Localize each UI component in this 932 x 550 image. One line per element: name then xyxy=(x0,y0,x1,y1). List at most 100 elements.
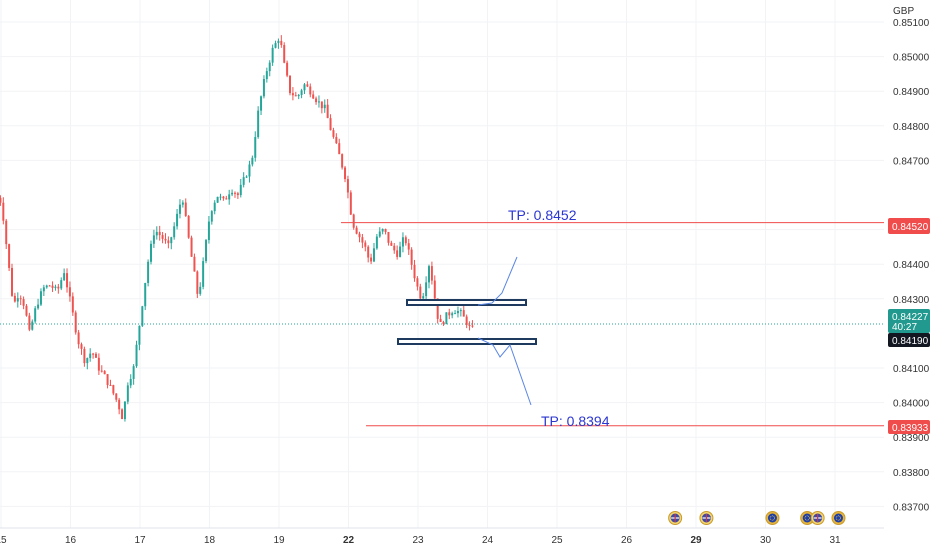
candle xyxy=(404,235,407,246)
candle xyxy=(68,281,71,302)
candle-body xyxy=(19,298,22,300)
candle-body xyxy=(60,280,63,289)
candle-body xyxy=(407,243,410,250)
level-badge: 0.84190 xyxy=(888,333,930,347)
candle-body xyxy=(213,202,216,212)
candle-body xyxy=(454,313,457,315)
candle xyxy=(16,292,19,308)
candle xyxy=(268,60,271,77)
price-axis[interactable]: 0.85100 0.85000 0.84900 0.84800 0.84700 0.845… xyxy=(893,18,930,513)
candle-body xyxy=(135,344,138,367)
x-tick-label: 16 xyxy=(65,535,77,546)
candle xyxy=(216,196,219,204)
eu-flag-icon[interactable] xyxy=(831,511,846,525)
candle-body xyxy=(422,296,425,299)
candle-body xyxy=(459,310,462,312)
candle-body xyxy=(233,192,236,194)
bearish-projection-line[interactable] xyxy=(477,337,532,406)
candle-body xyxy=(77,332,80,345)
candle xyxy=(346,175,349,199)
candle xyxy=(468,321,471,331)
candle xyxy=(462,305,465,317)
candle xyxy=(387,231,390,246)
candle-body xyxy=(138,325,141,345)
uk-flag-icon[interactable] xyxy=(668,511,683,525)
candle xyxy=(2,197,5,225)
candle xyxy=(236,191,239,199)
candle xyxy=(74,310,77,335)
candle-body xyxy=(416,278,419,287)
candle xyxy=(48,284,51,287)
candle xyxy=(372,242,375,263)
candle-body xyxy=(0,197,2,203)
candle-body xyxy=(396,250,399,257)
pattern-drawing[interactable] xyxy=(397,256,537,406)
candle xyxy=(202,257,205,290)
candle-body xyxy=(236,193,239,196)
candle xyxy=(109,379,112,387)
eu-flag-icon[interactable] xyxy=(765,511,780,525)
bullish-projection-line[interactable] xyxy=(477,256,518,306)
candle xyxy=(19,295,22,306)
candle-body xyxy=(68,287,71,297)
candle-body xyxy=(306,84,309,87)
candle xyxy=(251,155,254,167)
support-box[interactable] xyxy=(397,338,537,345)
time-axis[interactable]: 15 16 17 18 19 22 23 24 25 26 29 30 31 xyxy=(0,535,841,546)
candle xyxy=(158,225,161,241)
candle-body xyxy=(462,310,465,317)
candle-body xyxy=(280,40,283,46)
candle xyxy=(315,96,318,105)
candle xyxy=(338,138,341,155)
candle-body xyxy=(210,211,213,222)
candle-body xyxy=(97,357,100,371)
candle-body xyxy=(109,385,112,387)
candle xyxy=(13,292,16,303)
candle xyxy=(399,241,402,258)
eu-flag-icon[interactable] xyxy=(800,511,815,525)
candle xyxy=(277,38,280,49)
candle xyxy=(225,195,228,200)
candle-body xyxy=(219,196,222,198)
candle-body xyxy=(358,233,361,238)
candle xyxy=(42,284,45,296)
candle-body xyxy=(71,296,74,313)
candle-body xyxy=(222,196,225,199)
candles xyxy=(0,35,474,422)
candle xyxy=(370,253,373,265)
candle-body xyxy=(317,101,320,103)
candle xyxy=(465,314,468,329)
economic-events[interactable] xyxy=(668,511,846,525)
candle xyxy=(187,214,190,239)
candle-body xyxy=(170,237,173,244)
candle xyxy=(303,82,306,95)
candle xyxy=(167,236,170,249)
candle-body xyxy=(118,399,121,410)
uk-flag-icon[interactable] xyxy=(699,511,714,525)
candle xyxy=(144,282,147,311)
candle xyxy=(306,81,309,88)
candle xyxy=(5,218,8,249)
candle xyxy=(451,311,454,319)
candle-body xyxy=(300,90,303,95)
candle xyxy=(11,263,14,297)
candle-body xyxy=(265,71,268,80)
candle-body xyxy=(254,137,257,158)
x-tick-label: 19 xyxy=(273,535,285,546)
candle xyxy=(207,216,210,244)
candle-body xyxy=(430,266,433,281)
uk-flag-icon[interactable] xyxy=(810,511,825,525)
candle-body xyxy=(141,306,144,326)
candle-body xyxy=(323,104,326,109)
candle xyxy=(410,247,413,270)
candle-body xyxy=(54,286,57,288)
candle xyxy=(289,75,292,96)
resistance-box[interactable] xyxy=(406,299,527,306)
x-tick-label: 29 xyxy=(690,535,702,546)
candle-body xyxy=(425,282,428,297)
candle-body xyxy=(164,238,167,241)
candle xyxy=(141,305,144,327)
candle xyxy=(28,312,31,332)
candle xyxy=(86,357,89,370)
